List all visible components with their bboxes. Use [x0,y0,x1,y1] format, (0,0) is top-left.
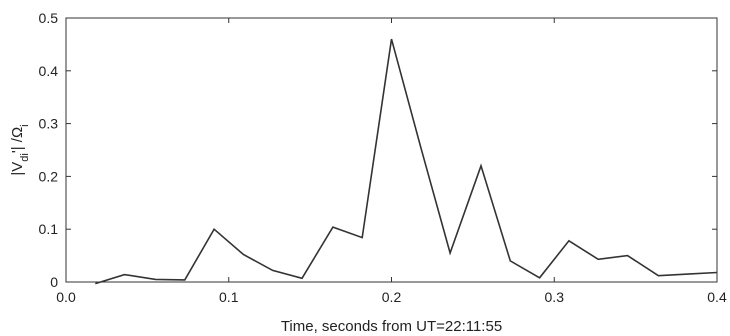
x-tick-label: 0.3 [545,289,565,305]
x-tick-label: 0.2 [382,289,402,305]
y-tick-label: 0.4 [39,63,59,79]
series-group [95,38,718,285]
x-axis-label: Time, seconds from UT=22:11:55 [281,318,502,335]
x-tick-label: 0.0 [56,289,76,305]
x-tick-label: 0.4 [707,289,727,305]
y-axis-label-part-4: i [19,124,31,126]
y-axis-label-part-2: di [19,153,31,162]
axis-ticks [65,17,718,283]
y-axis-label-part-1: |V [9,162,26,176]
x-tick-label: 0.1 [219,289,239,305]
y-tick-label: 0.5 [39,10,59,26]
y-axis-label-part-3: '| /Ω [9,127,26,153]
y-tick-label: 0 [50,274,58,290]
series-line [95,38,718,285]
y-tick-label: 0.2 [39,168,59,184]
y-axis-label: |Vdi'| /Ωi [9,124,31,175]
y-tick-label: 0.3 [39,116,59,132]
tick-labels: 0.0 0.1 0.2 0.3 0.4 0 0.1 0.2 0.3 0.4 0.5 [39,10,727,305]
y-tick-label: 0.1 [39,221,59,237]
plot-frame [65,17,718,283]
